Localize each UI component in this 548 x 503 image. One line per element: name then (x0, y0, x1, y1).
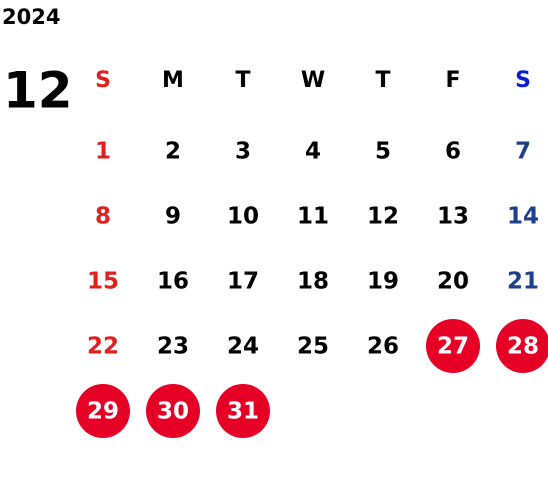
weekday-label: T (375, 68, 390, 93)
day-number: 19 (367, 269, 399, 295)
day-number: 4 (305, 139, 321, 165)
day-number: 13 (437, 204, 469, 230)
weekday-label: T (235, 68, 250, 93)
day-number: 7 (515, 139, 531, 165)
day-number: 1 (95, 139, 111, 165)
day-number: 14 (507, 204, 539, 230)
day-number: 24 (227, 334, 259, 360)
holiday-marker (146, 384, 200, 438)
weekday-label: S (515, 68, 531, 93)
day-number: 22 (87, 334, 119, 360)
weekday-label: S (95, 68, 111, 93)
day-number: 11 (297, 204, 329, 230)
day-number: 16 (157, 269, 189, 295)
holiday-marker (426, 319, 480, 373)
day-number: 18 (297, 269, 329, 295)
day-number: 27 (437, 334, 469, 360)
day-number: 5 (375, 139, 391, 165)
day-number: 10 (227, 204, 259, 230)
weekday-label: W (301, 68, 325, 93)
weekday-label: F (445, 68, 460, 93)
holiday-marker (496, 319, 548, 373)
day-number: 31 (227, 399, 259, 425)
day-number: 26 (367, 334, 399, 360)
holiday-marker (216, 384, 270, 438)
day-number: 25 (297, 334, 329, 360)
day-number: 20 (437, 269, 469, 295)
day-number: 2 (165, 139, 181, 165)
day-number: 21 (507, 269, 539, 295)
year: 2024 (2, 5, 60, 29)
day-number: 23 (157, 334, 189, 360)
holiday-marker (76, 384, 130, 438)
day-number: 30 (157, 399, 189, 425)
month: 12 (3, 62, 73, 120)
weekday-label: M (162, 68, 184, 93)
day-number: 6 (445, 139, 461, 165)
day-number: 17 (227, 269, 259, 295)
day-number: 9 (165, 204, 181, 230)
day-number: 3 (235, 139, 251, 165)
day-number: 29 (87, 399, 119, 425)
day-number: 12 (367, 204, 399, 230)
day-number: 15 (87, 269, 119, 295)
day-number: 28 (507, 334, 539, 360)
day-number: 8 (95, 204, 111, 230)
